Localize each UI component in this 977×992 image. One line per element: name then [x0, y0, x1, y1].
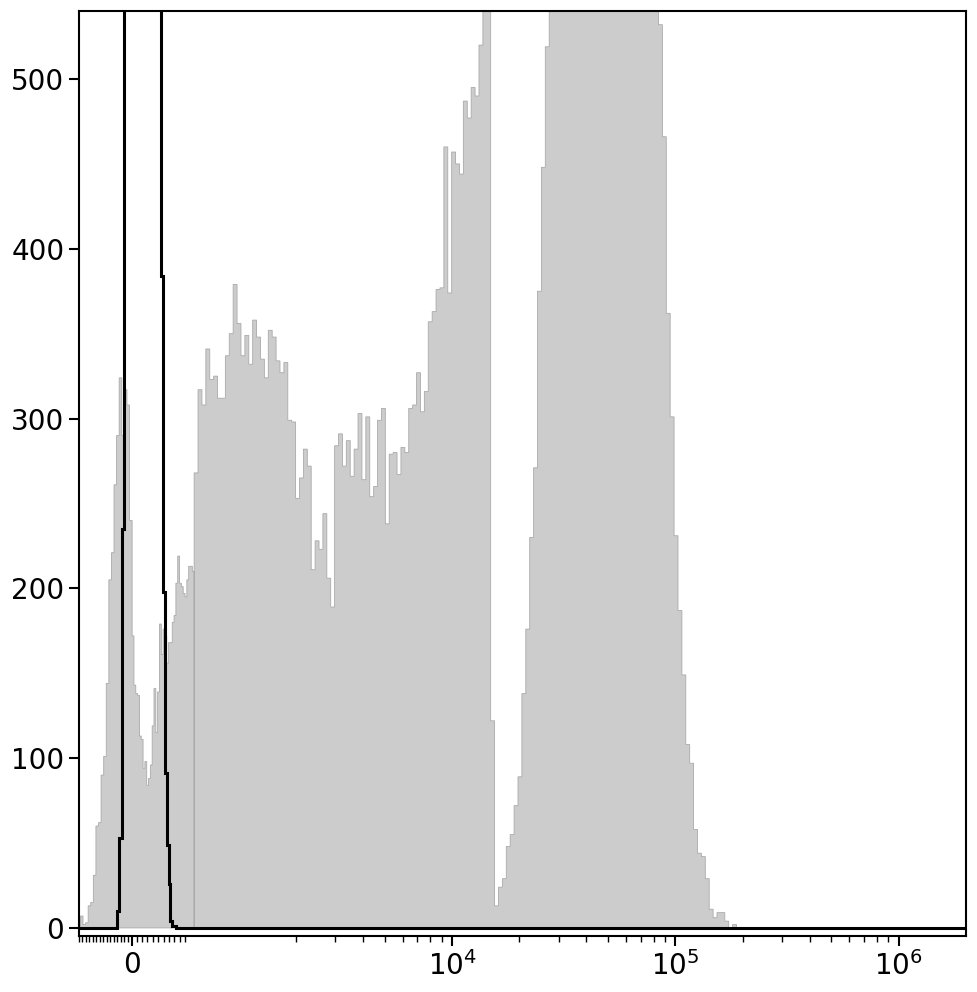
Polygon shape: [70, 0, 970, 928]
